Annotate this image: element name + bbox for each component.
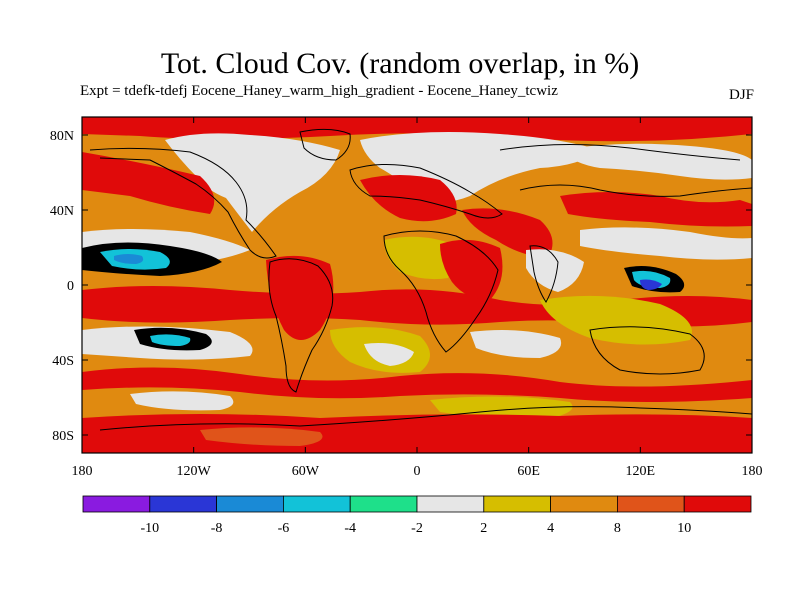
colorbar-label: -2 [411,521,423,536]
lat-tick-label: 40N [50,204,74,219]
lon-tick-label: 120W [177,464,212,479]
lon-tick-label: 180 [72,464,93,479]
south-atlantic-neutral [364,343,414,366]
colorbar-label: 8 [614,521,621,536]
coastlines [89,128,752,431]
north-america-neutral [165,133,340,232]
map-title: Tot. Cloud Cov. (random overlap, in %) [160,47,640,80]
africa-yellow [384,236,456,280]
lat-tick-label: 80S [52,429,74,444]
contour-field [82,117,752,453]
lon-tick-label: 60W [292,464,320,479]
colorbar-labels: -10 -8 -6 -4 -2 2 4 8 10 [140,521,691,536]
colorbar-swatch [550,495,618,513]
southern-neutral-patch [130,391,234,411]
north-pacific-red [82,152,215,214]
lat-tick-label: 0 [67,279,74,294]
lon-tick-label: 120E [626,464,656,479]
experiment-subtitle: Expt = tdefk-tdefj Eocene_Haney_warm_hig… [80,83,558,99]
south-america-coast [268,258,334,393]
colorbar-label: -10 [140,521,159,536]
colorbar-swatch [216,495,284,513]
colorbar-label: -6 [278,521,290,536]
season-label: DJF [728,87,754,103]
colorbar-swatch [149,495,218,513]
longitude-axis: 180 120W 60W 0 60E 120E 180 [72,117,763,479]
colorbar-swatch [282,495,351,513]
colorbar-swatch [349,495,418,513]
siberia-neutral [560,143,752,180]
africa-coast [383,230,499,353]
colorbar-label: 10 [677,521,691,536]
east-asia-red [560,192,752,227]
colorbar-swatch [82,495,151,513]
india-coast [529,245,559,303]
australia-coast [589,326,705,375]
antarctica-coast [99,406,752,431]
europe-coast [349,163,503,219]
latitude-axis: 80N 40N 0 40S 80S [50,129,752,444]
south-indian-neutral [470,330,562,358]
indian-ocean-yellow [540,295,692,345]
south-america-red [266,255,334,340]
africa-east-red [440,239,503,300]
colorbar-swatch [683,495,752,513]
colorbar [82,495,752,513]
lon-tick-label: 0 [414,464,421,479]
colorbar-label: 2 [480,521,487,536]
colorbar-label: -8 [211,521,223,536]
colorbar-swatch [617,495,685,513]
asia-coast [499,143,752,197]
colorbar-swatch [483,495,551,513]
greenland-coast [299,128,351,161]
lon-tick-label: 180 [742,464,763,479]
antarctic-orange-red [200,427,323,446]
south-pacific-negative-core [150,334,191,346]
colorbar-swatch [416,495,485,513]
lat-tick-label: 40S [52,354,74,369]
southern-ocean-red-north [82,367,752,402]
west-pacific-negative-core [640,279,662,290]
western-pacific-neutral [580,227,752,260]
colorbar-label: -4 [344,521,356,536]
indian-ocean-neutral [526,249,584,292]
lon-tick-label: 60E [517,464,540,479]
lat-tick-label: 80N [50,129,74,144]
north-america-coast [89,147,277,259]
pacific-north-negative-core [114,254,144,264]
colorbar-label: 4 [547,521,554,536]
